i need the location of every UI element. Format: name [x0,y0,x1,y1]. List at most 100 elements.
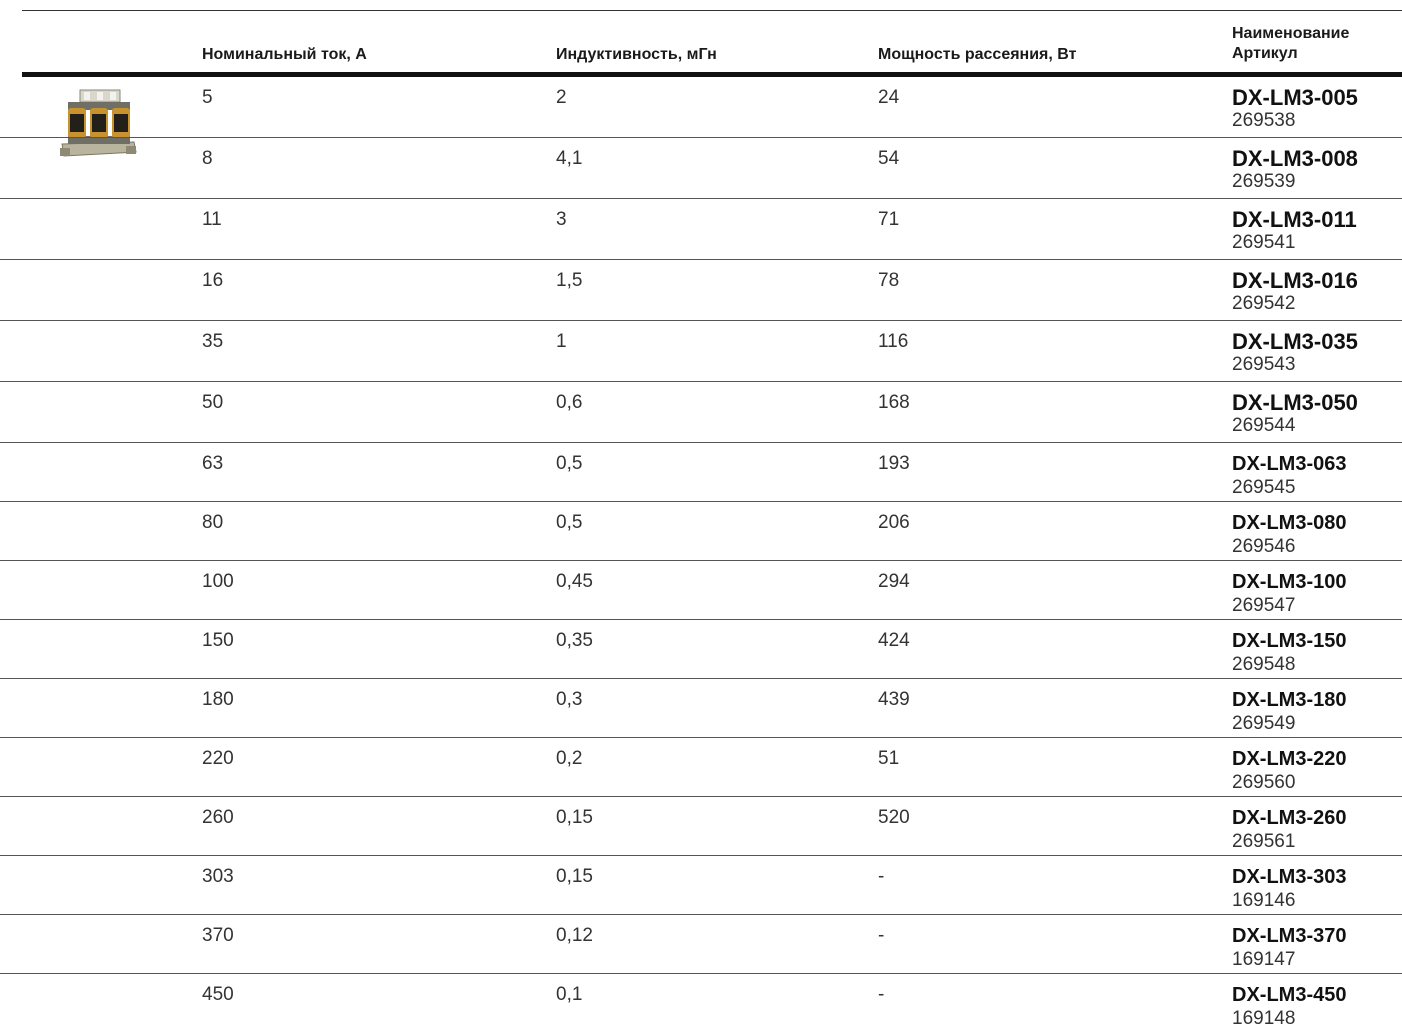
table-row: 35 1 116 DX-LM3-035 269543 [0,321,1402,382]
inductance-cell: 0,5 [556,453,583,474]
current-cell: 11 [202,209,222,230]
inductance-cell: 0,5 [556,512,583,533]
inductance-cell: 4,1 [556,148,583,169]
power-cell: 294 [878,571,910,592]
article-number: 269543 [1232,354,1296,375]
model-name: DX-LM3-080 [1232,512,1347,534]
current-cell: 63 [202,453,224,474]
model-name: DX-LM3-035 [1232,329,1358,354]
table-row: 370 0,12 - DX-LM3-370 169147 [0,915,1402,974]
article-number: 269542 [1232,293,1296,314]
name-cell: DX-LM3-035 269543 [1232,329,1358,376]
article-number: 269545 [1232,477,1296,498]
header-inductance: Индуктивность, мГн [556,46,717,63]
inductance-cell: 0,6 [556,392,583,413]
current-cell: 5 [202,87,213,108]
model-name: DX-LM3-370 [1232,925,1347,947]
name-cell: DX-LM3-011 269541 [1232,207,1357,254]
power-cell: 54 [878,148,900,169]
power-cell: - [878,925,885,946]
inductance-cell: 0,12 [556,925,593,946]
current-cell: 370 [202,925,234,946]
name-cell: DX-LM3-005 269538 [1232,85,1358,132]
model-name: DX-LM3-016 [1232,268,1358,293]
article-number: 269560 [1232,772,1296,793]
name-cell: DX-LM3-260 269561 [1232,806,1346,853]
table-body: 5 2 24 DX-LM3-005 269538 8 4,1 54 DX-LM3… [0,77,1402,1033]
power-cell: 439 [878,689,910,710]
power-cell: 520 [878,807,910,828]
power-cell: 71 [878,209,900,230]
name-cell: DX-LM3-050 269544 [1232,390,1358,437]
current-cell: 50 [202,392,224,413]
model-name: DX-LM3-100 [1232,571,1347,593]
article-number: 269539 [1232,171,1296,192]
power-cell: 424 [878,630,910,651]
model-name: DX-LM3-450 [1232,984,1347,1006]
power-cell: - [878,866,885,887]
power-cell: 116 [878,331,909,352]
model-name: DX-LM3-008 [1232,146,1358,171]
name-cell: DX-LM3-063 269545 [1232,452,1346,499]
name-cell: DX-LM3-370 169147 [1232,924,1346,971]
article-number: 269546 [1232,536,1296,557]
inductance-cell: 0,1 [556,984,583,1005]
table-row: 150 0,35 424 DX-LM3-150 269548 [0,620,1402,679]
power-cell: 78 [878,270,900,291]
model-name: DX-LM3-180 [1232,689,1347,711]
current-cell: 450 [202,984,234,1005]
current-cell: 303 [202,866,234,887]
name-cell: DX-LM3-220 269560 [1232,747,1346,794]
model-name: DX-LM3-005 [1232,85,1358,110]
article-number: 269544 [1232,415,1296,436]
inductance-cell: 0,35 [556,630,593,651]
table-row: 5 2 24 DX-LM3-005 269538 [0,77,1402,138]
name-cell: DX-LM3-016 269542 [1232,268,1358,315]
header-name-article: Наименование Артикул [1232,24,1349,64]
current-cell: 100 [202,571,234,592]
power-cell: - [878,984,885,1005]
name-cell: DX-LM3-450 169148 [1232,983,1346,1030]
power-cell: 51 [878,748,900,769]
inductance-cell: 0,3 [556,689,583,710]
article-number: 169147 [1232,949,1296,970]
current-cell: 150 [202,630,234,651]
inductance-cell: 1 [556,331,567,352]
model-name: DX-LM3-220 [1232,748,1347,770]
table-row: 180 0,3 439 DX-LM3-180 269549 [0,679,1402,738]
article-number: 269547 [1232,595,1296,616]
table-row: 220 0,2 51 DX-LM3-220 269560 [0,738,1402,797]
inductance-cell: 2 [556,87,567,108]
name-cell: DX-LM3-008 269539 [1232,146,1358,193]
article-number: 169148 [1232,1008,1296,1029]
model-name: DX-LM3-050 [1232,390,1358,415]
current-cell: 8 [202,148,213,169]
table-row: 50 0,6 168 DX-LM3-050 269544 [0,382,1402,443]
table-row: 450 0,1 - DX-LM3-450 169148 [0,974,1402,1033]
model-name: DX-LM3-260 [1232,807,1347,829]
article-number: 269561 [1232,831,1296,852]
power-cell: 206 [878,512,910,533]
table-row: 63 0,5 193 DX-LM3-063 269545 [0,443,1402,502]
current-cell: 260 [202,807,234,828]
inductance-cell: 0,2 [556,748,583,769]
article-number: 169146 [1232,890,1296,911]
article-number: 269541 [1232,232,1296,253]
inductance-cell: 3 [556,209,567,230]
table-row: 260 0,15 520 DX-LM3-260 269561 [0,797,1402,856]
inductance-cell: 0,15 [556,807,593,828]
reactor-product-image [60,89,137,157]
top-rule [22,10,1402,11]
article-number: 269549 [1232,713,1296,734]
model-name: DX-LM3-011 [1232,207,1357,232]
name-cell: DX-LM3-303 169146 [1232,865,1346,912]
current-cell: 16 [202,270,224,291]
current-cell: 80 [202,512,224,533]
name-cell: DX-LM3-150 269548 [1232,629,1346,676]
inductance-cell: 0,15 [556,866,593,887]
table-row: 80 0,5 206 DX-LM3-080 269546 [0,502,1402,561]
inductance-cell: 1,5 [556,270,583,291]
current-cell: 35 [202,331,224,352]
power-cell: 193 [878,453,910,474]
power-cell: 168 [878,392,910,413]
